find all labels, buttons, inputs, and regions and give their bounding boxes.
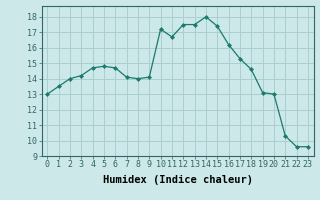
X-axis label: Humidex (Indice chaleur): Humidex (Indice chaleur)	[103, 175, 252, 185]
